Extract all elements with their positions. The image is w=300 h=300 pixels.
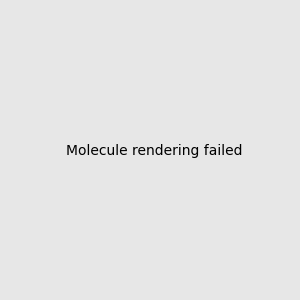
Text: Molecule rendering failed: Molecule rendering failed	[65, 145, 242, 158]
